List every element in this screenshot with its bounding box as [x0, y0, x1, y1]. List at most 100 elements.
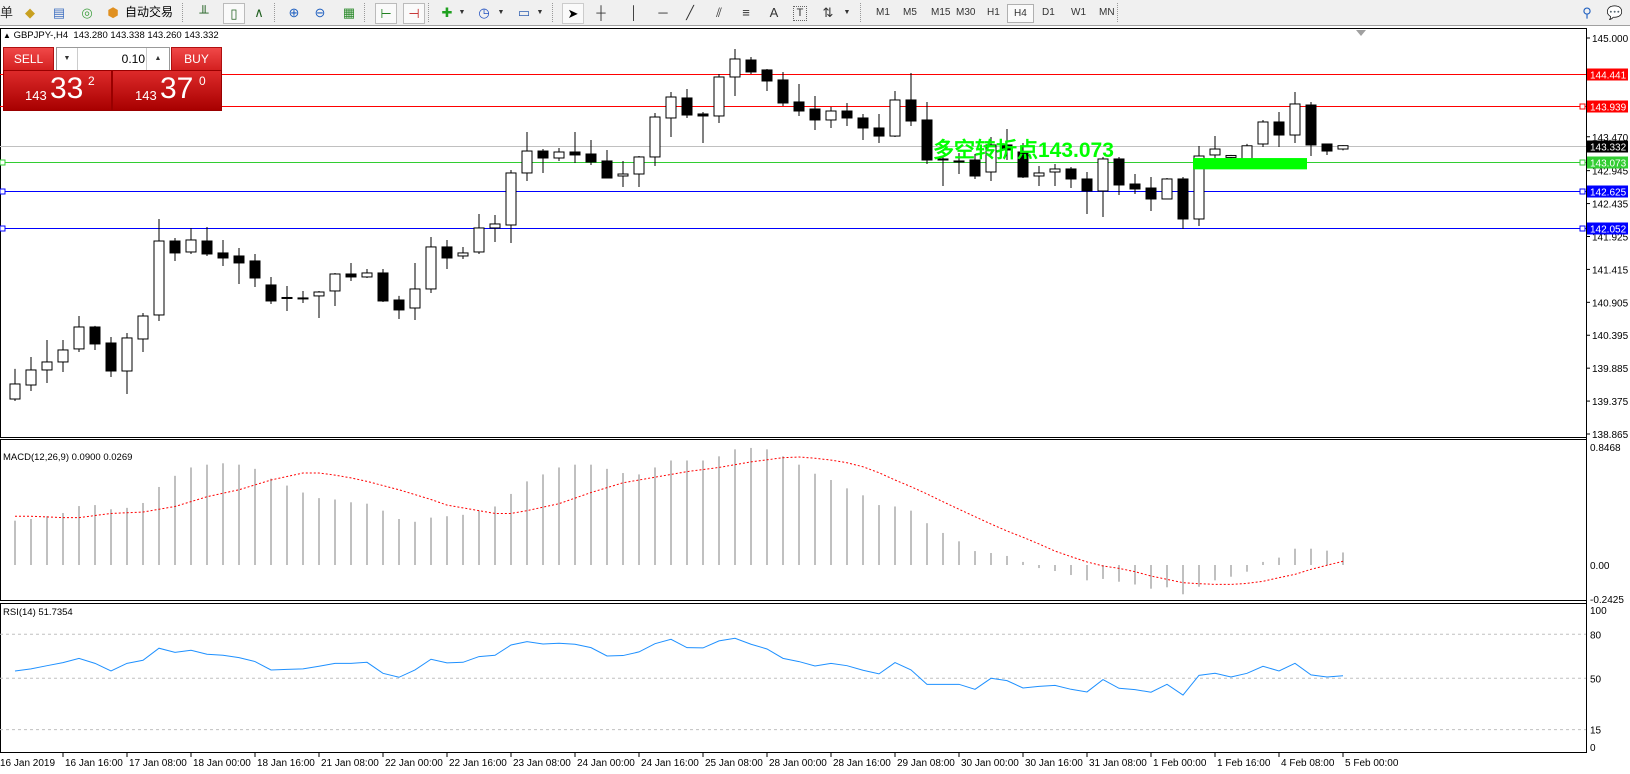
candle[interactable] — [745, 56, 757, 74]
candle[interactable] — [25, 356, 37, 392]
candle[interactable] — [521, 132, 533, 181]
candle[interactable] — [57, 339, 69, 372]
candle[interactable] — [393, 295, 405, 319]
candle[interactable] — [361, 268, 373, 278]
candle[interactable] — [233, 247, 245, 284]
candle[interactable] — [1145, 176, 1157, 211]
candle[interactable] — [409, 262, 421, 321]
timeframe-mn[interactable]: MN — [1099, 7, 1115, 18]
lot-increase-icon[interactable]: ▲ — [146, 48, 169, 70]
navigator-icon[interactable]: ◎ — [81, 5, 93, 20]
market-watch-icon[interactable]: ◆ — [25, 5, 35, 20]
line-chart-icon[interactable]: ∧ — [254, 5, 264, 20]
sell-button[interactable]: SELL — [3, 47, 54, 71]
candle[interactable] — [569, 132, 581, 163]
zoom-out-icon[interactable]: ⊖ — [314, 5, 326, 20]
pivot-highlight-bar[interactable] — [1193, 158, 1307, 170]
candle[interactable] — [921, 101, 933, 164]
candle[interactable] — [265, 276, 277, 305]
templates-icon[interactable]: ▭ — [517, 5, 531, 20]
cursor-icon[interactable]: ➤ — [562, 3, 584, 24]
candle[interactable] — [1273, 111, 1285, 148]
level-handle-icon[interactable] — [1579, 103, 1586, 110]
timeframe-m1[interactable]: M1 — [876, 7, 890, 18]
candle[interactable] — [73, 316, 85, 352]
candle[interactable] — [729, 48, 741, 96]
candle[interactable] — [377, 268, 389, 302]
candle[interactable] — [9, 368, 21, 402]
candle[interactable] — [1161, 178, 1173, 200]
lot-size-stepper[interactable]: ▼ 0.10 ▲ — [56, 47, 170, 71]
candle[interactable] — [1257, 119, 1269, 148]
candle[interactable] — [825, 107, 837, 128]
candle[interactable] — [1097, 156, 1109, 217]
candle[interactable] — [185, 227, 197, 254]
timeframe-m5[interactable]: M5 — [903, 7, 917, 18]
candle[interactable] — [1337, 145, 1349, 151]
candle[interactable] — [1209, 136, 1221, 158]
candle[interactable] — [121, 332, 133, 394]
candle[interactable] — [1033, 165, 1045, 187]
candle[interactable] — [857, 113, 869, 140]
pivot-annotation[interactable]: 多空转折点143.073 — [933, 139, 1114, 162]
chevron-down-icon[interactable]: ▼ — [497, 9, 505, 16]
candle[interactable] — [425, 237, 437, 293]
candle[interactable] — [1193, 145, 1205, 226]
candle[interactable] — [249, 253, 261, 287]
candle[interactable] — [681, 88, 693, 118]
candle[interactable] — [473, 213, 485, 254]
candle[interactable] — [1129, 174, 1141, 195]
candle[interactable] — [809, 95, 821, 131]
bar-chart-icon[interactable]: ╨ — [199, 5, 209, 20]
candle[interactable] — [777, 71, 789, 106]
candle[interactable] — [41, 339, 53, 384]
fibonacci-icon[interactable]: ≡ — [742, 5, 750, 20]
candle[interactable] — [969, 153, 981, 179]
candle[interactable] — [1321, 143, 1333, 155]
chevron-down-icon[interactable]: ▼ — [536, 9, 544, 16]
timeframe-d1[interactable]: D1 — [1042, 7, 1055, 18]
trendline-icon[interactable]: ╱ — [686, 5, 694, 20]
auto-scroll-icon[interactable]: ⊢ — [375, 3, 397, 24]
chart-shift-marker-icon[interactable] — [1356, 30, 1366, 36]
search-icon[interactable]: ⚲ — [1582, 5, 1592, 20]
candle[interactable] — [697, 111, 709, 144]
candle[interactable] — [665, 91, 677, 138]
candle[interactable] — [713, 73, 725, 124]
candle[interactable] — [1081, 172, 1093, 214]
candle[interactable] — [297, 290, 309, 303]
candle[interactable] — [601, 149, 613, 179]
candle[interactable] — [873, 113, 885, 144]
equidistant-channel-icon[interactable]: ⫽ — [716, 5, 722, 20]
level-handle-icon[interactable] — [0, 225, 6, 232]
candle[interactable] — [585, 139, 597, 165]
tile-windows-icon[interactable]: ▦ — [342, 5, 356, 20]
arrows-icon[interactable]: ⇅ — [822, 5, 834, 20]
candle[interactable] — [889, 90, 901, 138]
candle[interactable] — [281, 285, 293, 311]
candle[interactable] — [553, 147, 565, 161]
level-handle-icon[interactable] — [1579, 159, 1586, 166]
candle[interactable] — [761, 68, 773, 91]
candle[interactable] — [985, 137, 997, 181]
candle[interactable] — [1049, 163, 1061, 187]
timeframe-w1[interactable]: W1 — [1071, 7, 1086, 18]
timeframe-h1[interactable]: H1 — [987, 7, 1000, 18]
candle[interactable] — [217, 239, 229, 266]
candle[interactable] — [201, 226, 213, 256]
candle[interactable] — [505, 170, 517, 244]
text-label-tool[interactable]: T — [793, 6, 807, 21]
timeframe-m30[interactable]: M30 — [956, 7, 976, 18]
candle[interactable] — [1177, 176, 1189, 229]
candle[interactable] — [905, 72, 917, 126]
candle[interactable] — [1001, 129, 1013, 160]
candle[interactable] — [953, 153, 965, 175]
chevron-down-icon[interactable]: ▼ — [843, 9, 851, 16]
level-handle-icon[interactable] — [1579, 188, 1586, 195]
lot-size-input[interactable]: 0.10 — [121, 52, 145, 66]
candle[interactable] — [441, 239, 453, 269]
crosshair-icon[interactable]: ┼ — [596, 5, 606, 20]
candle[interactable] — [1305, 101, 1317, 156]
auto-trading-button[interactable]: 自动交易 — [125, 5, 174, 19]
candle[interactable] — [1017, 143, 1029, 179]
